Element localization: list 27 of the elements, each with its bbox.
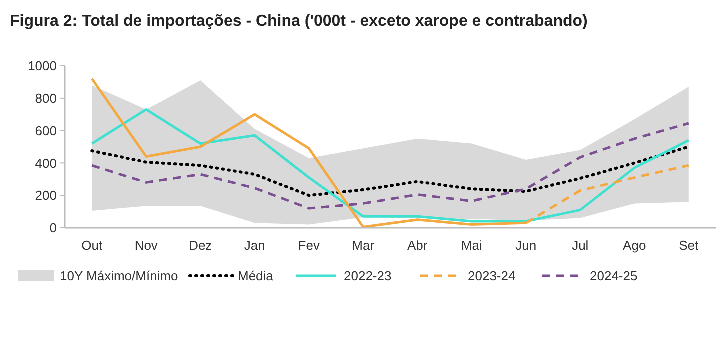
legend-label: 10Y Máximo/Mínimo [60,268,178,284]
x-tick-label: Dez [189,238,212,253]
x-tick-label: Nov [134,238,158,253]
legend-label: Média [238,268,274,284]
x-tick-label: Fev [298,238,320,253]
y-tick-label: 400 [35,156,57,171]
y-tick-label: 200 [35,188,57,204]
legend-label: 2024-25 [590,268,638,284]
legend-label: 2022-23 [344,268,392,284]
y-tick-label: 0 [50,220,57,236]
chart-title: Figura 2: Total de importações - China ('000t - exceto xarope e contrabando) [10,13,588,30]
line-series [90,146,690,198]
y-tick-label: 600 [35,123,57,138]
line-series [90,108,690,223]
x-tick-label: Set [679,238,700,253]
x-tick-label: Ago [623,238,646,253]
y-tick-label: 1000 [28,58,57,74]
x-tick-label: Jan [244,238,266,253]
x-tick-label: Abr [408,238,428,253]
x-tick-label: Mar [352,238,376,253]
y-tick-label: 800 [35,90,57,106]
x-tick-label: Jun [516,238,537,253]
x-tick-label: Jul [572,238,589,253]
x-tick-label: Out [82,238,103,253]
x-tick-label: Mai [461,238,482,253]
legend-label: 2023-24 [468,268,516,284]
line-series [90,122,690,210]
